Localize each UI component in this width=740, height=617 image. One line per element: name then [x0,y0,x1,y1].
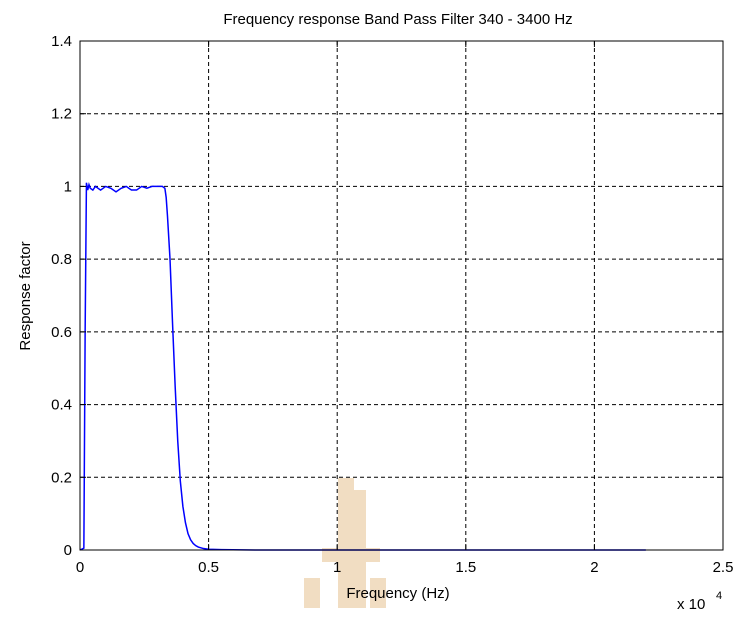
y-tick-label: 0.8 [51,251,72,268]
y-tick-label: 1 [64,178,72,195]
grid [80,41,723,550]
watermark-foot-left [304,578,320,608]
y-axis-label: Response factor [17,241,34,350]
y-tick-label: 1.2 [51,106,72,123]
y-tick-label: 0.2 [51,469,72,486]
y-tick-label: 0 [64,542,72,559]
axes-frame [79,40,724,551]
x-tick-label: 2 [590,559,598,576]
x-exponent-label: x 10 4 [677,590,722,613]
x-tick-label: 2.5 [713,559,734,576]
x-tick-label: 0 [76,559,84,576]
x-exponent-power: 4 [716,590,722,602]
watermark-foot-right [370,578,386,608]
plot-area [79,181,646,551]
y-tick-label: 1.4 [51,33,72,50]
x-tick-labels: 0 0.5 1 1.5 2 2.5 [76,559,734,576]
y-tick-labels: 0 0.2 0.4 0.6 0.8 1 1.2 1.4 [51,33,72,559]
tick-marks [79,40,724,551]
watermark-crossbar [322,548,380,562]
y-tick-label: 0.6 [51,324,72,341]
series-line [79,181,646,551]
x-axis-label: Frequency (Hz) [346,585,449,602]
y-tick-label: 0.4 [51,397,72,414]
chart-title: Frequency response Band Pass Filter 340 … [223,11,572,28]
x-tick-label: 0.5 [198,559,219,576]
x-tick-label: 1 [333,559,341,576]
x-tick-label: 1.5 [455,559,476,576]
watermark-logo [304,478,386,608]
x-exponent-base: x 10 [677,596,705,613]
